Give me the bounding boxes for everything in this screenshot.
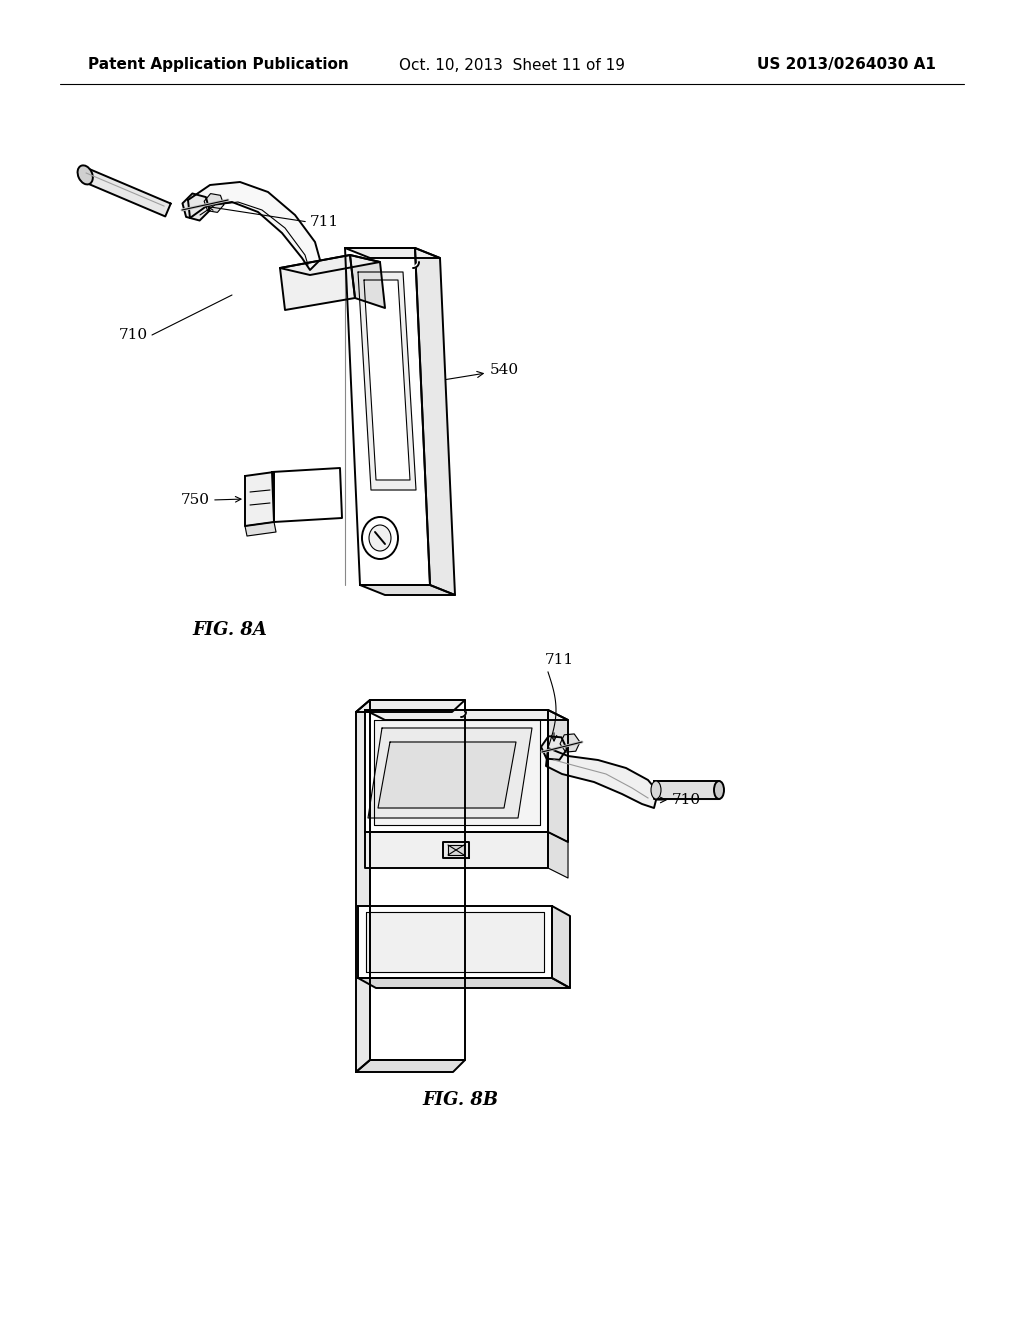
Text: 710: 710 [672,793,701,807]
Polygon shape [365,832,548,869]
Text: Oct. 10, 2013  Sheet 11 of 19: Oct. 10, 2013 Sheet 11 of 19 [399,58,625,73]
Polygon shape [443,842,469,858]
Text: 750: 750 [181,492,210,507]
Text: 710: 710 [119,327,148,342]
Polygon shape [364,280,410,480]
Polygon shape [415,248,455,595]
Polygon shape [378,742,516,808]
Polygon shape [370,700,465,1060]
Text: US 2013/0264030 A1: US 2013/0264030 A1 [757,58,936,73]
Text: FIG. 8A: FIG. 8A [193,620,267,639]
Polygon shape [461,711,466,717]
Polygon shape [245,473,274,525]
Ellipse shape [651,781,662,799]
Polygon shape [548,832,568,878]
Polygon shape [365,710,548,832]
Text: 711: 711 [310,215,339,228]
Polygon shape [350,255,385,308]
Polygon shape [654,781,719,799]
Polygon shape [272,469,342,521]
Polygon shape [83,169,171,216]
Text: 540: 540 [445,363,519,380]
Text: 711: 711 [545,653,574,667]
Polygon shape [245,521,276,536]
Polygon shape [280,255,380,275]
Polygon shape [188,182,319,271]
Polygon shape [413,261,419,268]
Polygon shape [204,194,224,213]
Polygon shape [552,906,570,987]
Polygon shape [358,272,416,490]
Polygon shape [365,710,568,719]
Text: Patent Application Publication: Patent Application Publication [88,58,349,73]
Ellipse shape [714,781,724,799]
Polygon shape [368,729,532,818]
Polygon shape [546,748,658,808]
Polygon shape [374,719,540,825]
Ellipse shape [362,517,398,558]
Polygon shape [182,194,210,220]
Text: FIG. 8B: FIG. 8B [422,1092,498,1109]
Polygon shape [548,710,568,842]
Polygon shape [358,978,570,987]
Polygon shape [360,585,455,595]
Polygon shape [447,845,465,855]
Ellipse shape [369,525,391,550]
Polygon shape [358,906,552,978]
Polygon shape [280,255,355,310]
Polygon shape [356,1060,465,1072]
Polygon shape [560,734,580,752]
Polygon shape [356,700,370,1072]
Polygon shape [345,248,440,257]
Polygon shape [345,248,430,585]
Polygon shape [356,700,465,711]
Polygon shape [541,737,567,760]
Ellipse shape [78,165,93,185]
Polygon shape [366,912,544,972]
